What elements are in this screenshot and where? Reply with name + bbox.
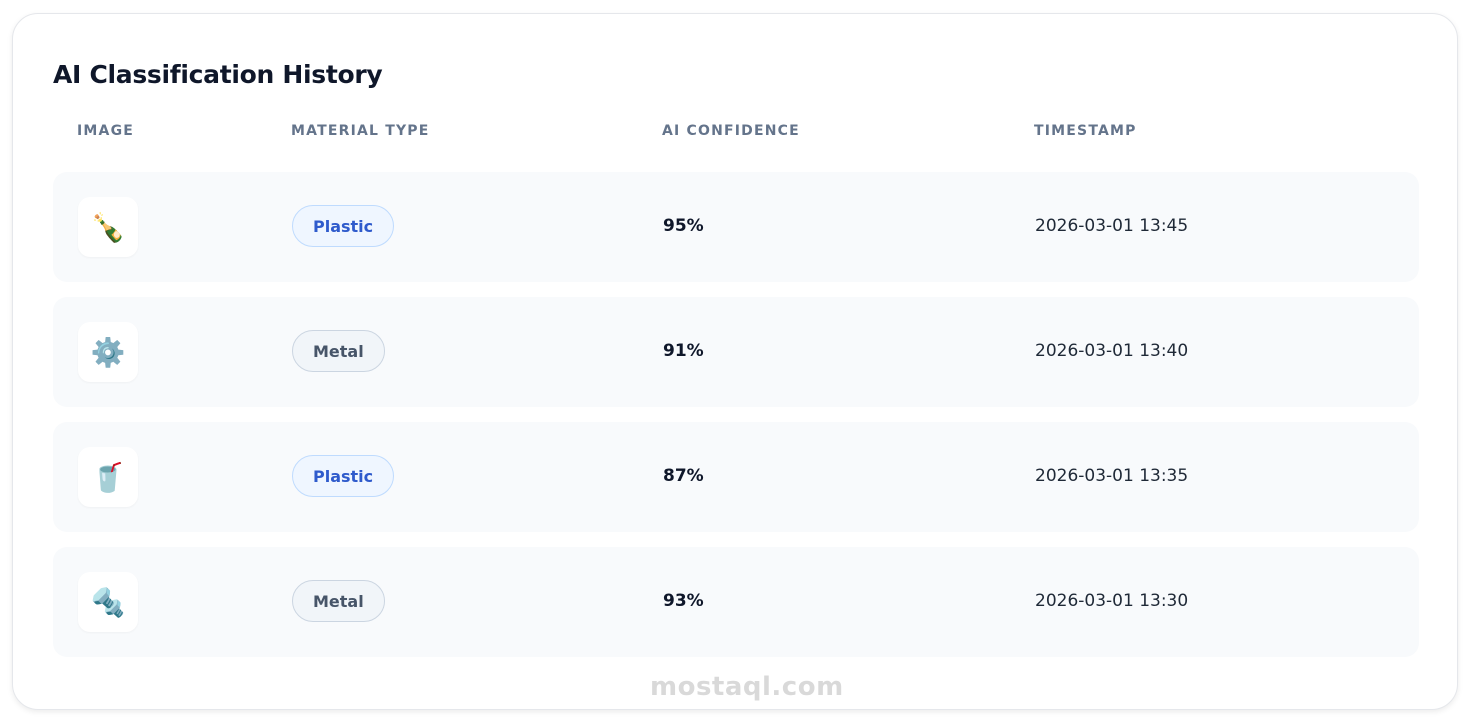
material-badge: Plastic bbox=[292, 455, 395, 497]
page-title: AI Classification History bbox=[53, 60, 383, 89]
timestamp-value: 2026-03-01 13:40 bbox=[1035, 341, 1189, 361]
timestamp-value: 2026-03-01 13:45 bbox=[1035, 216, 1189, 236]
table-row[interactable]: 🍾 Plastic 95% 2026-03-01 13:45 bbox=[53, 172, 1419, 282]
column-header-material-type: Material Type bbox=[291, 123, 430, 139]
column-header-ai-confidence: AI Confidence bbox=[662, 123, 800, 139]
confidence-value: 91% bbox=[663, 341, 704, 361]
timestamp-value: 2026-03-01 13:35 bbox=[1035, 466, 1189, 486]
table-row[interactable]: 🔩 Metal 93% 2026-03-01 13:30 bbox=[53, 547, 1419, 657]
table-row[interactable]: 🥤 Plastic 87% 2026-03-01 13:35 bbox=[53, 422, 1419, 532]
nut-and-bolt-icon: 🔩 bbox=[78, 572, 138, 632]
cup-with-straw-icon: 🥤 bbox=[78, 447, 138, 507]
gear-icon: ⚙️ bbox=[78, 322, 138, 382]
confidence-value: 95% bbox=[663, 216, 704, 236]
bottle-icon: 🍾 bbox=[78, 197, 138, 257]
table-row[interactable]: ⚙️ Metal 91% 2026-03-01 13:40 bbox=[53, 297, 1419, 407]
watermark: mostaql.com bbox=[650, 672, 844, 702]
confidence-value: 87% bbox=[663, 466, 704, 486]
column-header-image: Image bbox=[77, 123, 135, 139]
confidence-value: 93% bbox=[663, 591, 704, 611]
material-badge: Metal bbox=[292, 330, 385, 372]
material-badge: Metal bbox=[292, 580, 385, 622]
material-badge: Plastic bbox=[292, 205, 395, 247]
timestamp-value: 2026-03-01 13:30 bbox=[1035, 591, 1189, 611]
column-header-timestamp: Timestamp bbox=[1034, 123, 1137, 139]
classification-history-card: AI Classification History Image Material… bbox=[12, 13, 1458, 710]
